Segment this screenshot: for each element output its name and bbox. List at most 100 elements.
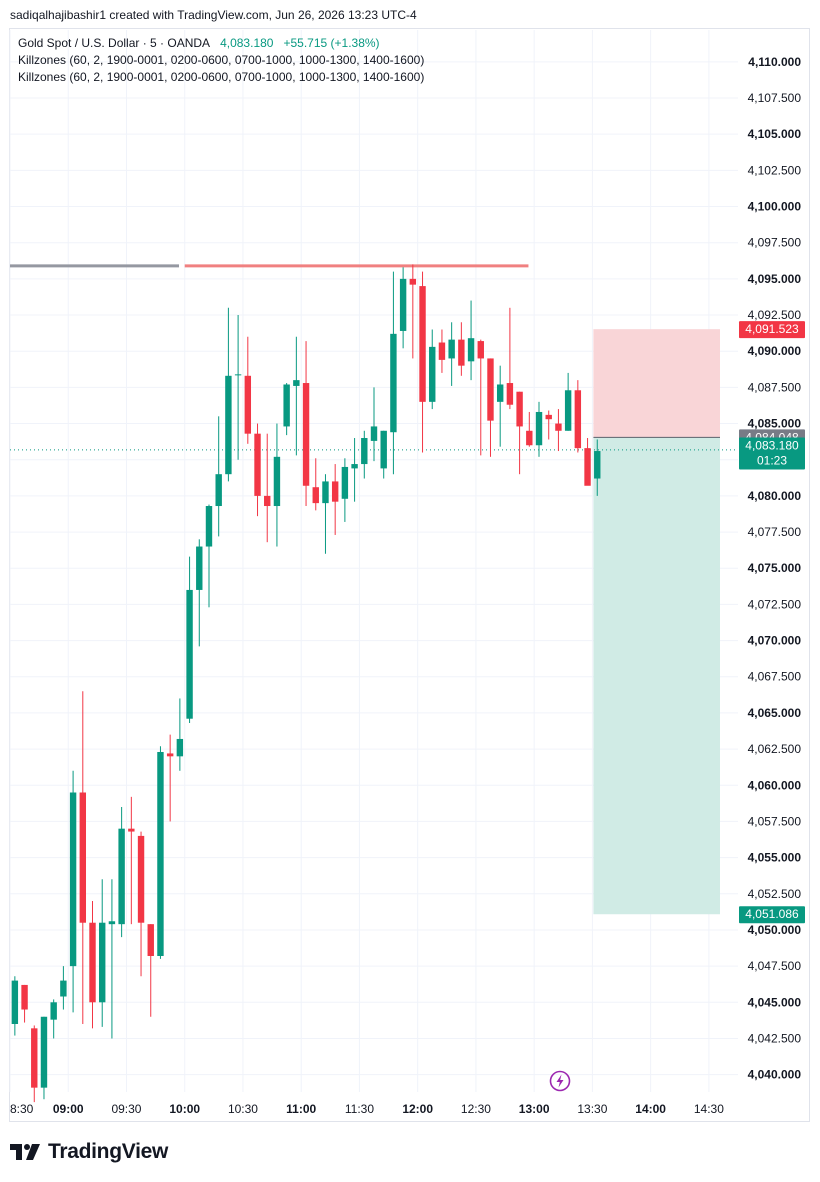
y-tick-label: 4,075.000 <box>748 561 802 575</box>
y-tick-label: 4,097.500 <box>748 236 802 250</box>
take-profit-zone[interactable] <box>593 437 720 915</box>
current-price-badge-label: 4,083.180 <box>745 439 799 453</box>
candle[interactable] <box>283 384 290 427</box>
stop-loss-zone[interactable] <box>593 329 720 438</box>
candle[interactable] <box>516 391 523 427</box>
candle[interactable] <box>399 278 407 331</box>
candle[interactable] <box>205 506 213 547</box>
candle[interactable] <box>477 341 484 359</box>
candle[interactable] <box>564 390 572 431</box>
symbol-legend[interactable]: Gold Spot / U.S. Dollar · 5 · OANDA 4,08… <box>18 36 380 50</box>
stop-price-badge[interactable] <box>739 321 805 339</box>
candle[interactable] <box>361 438 368 465</box>
candle[interactable] <box>409 278 417 285</box>
candle[interactable] <box>458 339 465 366</box>
y-tick-label: 4,087.500 <box>748 380 802 394</box>
candle[interactable] <box>380 430 387 469</box>
candle[interactable] <box>264 495 271 507</box>
target-price-badge-label: 4,051.086 <box>745 907 799 921</box>
candle[interactable] <box>351 464 358 469</box>
candle[interactable] <box>196 546 203 590</box>
y-tick-label: 4,040.000 <box>748 1068 802 1082</box>
last-price: 4,083.180 <box>220 36 274 50</box>
candle[interactable] <box>584 448 591 486</box>
candle[interactable] <box>526 430 533 446</box>
x-tick-label: 12:00 <box>402 1102 433 1116</box>
indicator-legend-1[interactable]: Killzones (60, 2, 1900-0001, 0200-0600, … <box>18 53 425 67</box>
y-tick-label: 4,062.500 <box>748 742 802 756</box>
candle[interactable] <box>312 487 319 504</box>
candle[interactable] <box>147 924 154 956</box>
candle[interactable] <box>341 466 349 499</box>
candle[interactable] <box>574 390 582 449</box>
y-tick-label: 4,072.500 <box>748 597 802 611</box>
candle[interactable] <box>390 333 397 433</box>
candle[interactable] <box>79 792 87 923</box>
candle[interactable] <box>273 456 281 507</box>
candle[interactable] <box>487 358 494 421</box>
candle[interactable] <box>31 1028 38 1088</box>
candle[interactable] <box>594 451 601 479</box>
candle[interactable] <box>467 338 475 362</box>
candle[interactable] <box>118 828 125 925</box>
x-tick-label: 10:00 <box>169 1102 200 1116</box>
candle[interactable] <box>108 921 116 925</box>
candle[interactable] <box>60 980 67 997</box>
candle[interactable] <box>89 922 96 1003</box>
attribution-text: sadiqalhajibashir1 created with TradingV… <box>10 8 417 22</box>
candle[interactable] <box>254 433 261 496</box>
x-tick-label: 14:30 <box>694 1102 724 1116</box>
candle[interactable] <box>555 423 562 431</box>
candle[interactable] <box>370 426 378 441</box>
target-price-badge[interactable] <box>739 906 805 924</box>
candle[interactable] <box>244 375 252 434</box>
current-price-badge[interactable] <box>739 437 805 470</box>
candle[interactable] <box>99 922 106 1003</box>
candle[interactable] <box>545 414 552 420</box>
y-tick-label: 4,100.000 <box>748 200 802 214</box>
candle[interactable] <box>302 383 310 486</box>
candle[interactable] <box>186 589 193 719</box>
y-tick-label: 4,092.500 <box>748 308 802 322</box>
tradingview-logo-icon <box>10 1144 40 1160</box>
y-tick-label: 4,080.000 <box>748 489 802 503</box>
candle[interactable] <box>40 1016 48 1088</box>
current-price-badge-label: 01:23 <box>757 454 787 468</box>
candle[interactable] <box>11 980 19 1024</box>
candle[interactable] <box>322 481 329 504</box>
candle[interactable] <box>448 339 455 359</box>
y-tick-label: 4,055.000 <box>748 851 802 865</box>
y-tick-label: 4,047.500 <box>748 959 802 973</box>
y-tick-label: 4,067.500 <box>748 670 802 684</box>
candle[interactable] <box>293 380 300 386</box>
indicator-legend-2[interactable]: Killzones (60, 2, 1900-0001, 0200-0600, … <box>18 70 425 84</box>
candle[interactable] <box>21 984 28 1010</box>
stop-price-badge-label: 4,091.523 <box>745 322 799 336</box>
candle[interactable] <box>419 286 426 402</box>
symbol-name: Gold Spot / U.S. Dollar · 5 · OANDA <box>18 36 211 50</box>
candle[interactable] <box>429 346 436 402</box>
candle[interactable] <box>128 828 135 832</box>
candle[interactable] <box>69 792 77 967</box>
y-tick-label: 4,110.000 <box>748 55 801 69</box>
y-tick-label: 4,102.500 <box>748 163 802 177</box>
y-tick-label: 4,107.500 <box>748 91 802 105</box>
candle[interactable] <box>215 474 222 507</box>
candle[interactable] <box>50 1002 57 1020</box>
candle[interactable] <box>166 753 174 757</box>
candle[interactable] <box>535 411 543 446</box>
candle[interactable] <box>506 383 514 405</box>
brand-wordmark: TradingView <box>48 1140 169 1163</box>
lightning-icon[interactable] <box>549 1070 571 1092</box>
candle[interactable] <box>234 374 242 376</box>
candle[interactable] <box>331 481 339 502</box>
candle[interactable] <box>137 835 145 923</box>
candle[interactable] <box>225 375 232 475</box>
candle[interactable] <box>438 342 446 360</box>
y-tick-label: 4,090.000 <box>748 344 802 358</box>
candle[interactable] <box>496 384 504 402</box>
tradingview-logo[interactable]: TradingView <box>10 1140 168 1164</box>
candle[interactable] <box>157 751 164 956</box>
candle[interactable] <box>176 738 184 757</box>
